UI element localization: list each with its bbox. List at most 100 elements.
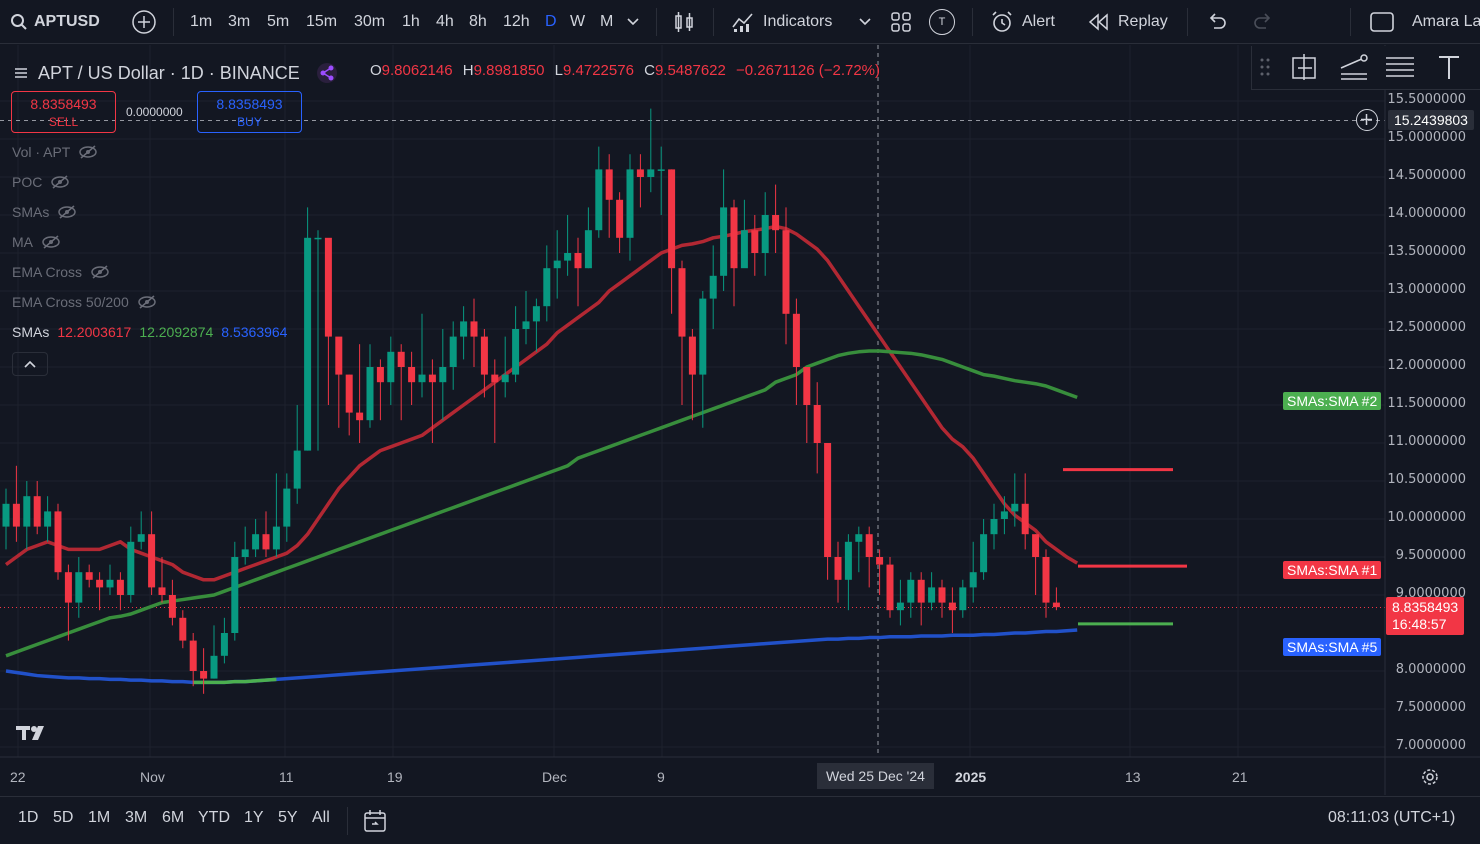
range-All[interactable]: All — [312, 809, 330, 826]
candle-body[interactable] — [522, 321, 530, 329]
range-5Y[interactable]: 5Y — [278, 809, 298, 826]
eye-hidden-icon[interactable] — [137, 294, 157, 310]
candle-body[interactable] — [501, 374, 509, 383]
interval-3m[interactable]: 3m — [228, 13, 251, 30]
eye-hidden-icon[interactable] — [41, 234, 61, 250]
candle-body[interactable] — [1011, 503, 1019, 512]
candle-body[interactable] — [1021, 503, 1029, 535]
redo-button[interactable] — [1252, 0, 1274, 44]
candle-body[interactable] — [678, 268, 686, 337]
candle-body[interactable] — [2, 503, 10, 527]
candle-body[interactable] — [168, 595, 176, 618]
range-1M[interactable]: 1M — [88, 809, 111, 826]
candle-body[interactable] — [616, 199, 624, 238]
candle-body[interactable] — [938, 587, 946, 603]
candle-body[interactable] — [1032, 534, 1040, 557]
candle-body[interactable] — [948, 602, 956, 611]
legend-item[interactable]: EMA Cross — [12, 264, 110, 280]
candle-body[interactable] — [293, 450, 301, 489]
replay-button[interactable]: Replay — [1088, 0, 1168, 44]
candle-body[interactable] — [990, 519, 998, 535]
candle-body[interactable] — [969, 572, 977, 588]
crosshair-tool-icon[interactable] — [1290, 52, 1320, 82]
alert-button[interactable]: Alert — [990, 0, 1055, 44]
candle-body[interactable] — [844, 541, 852, 580]
interval-M[interactable]: M — [600, 13, 614, 30]
candle-body[interactable] — [376, 367, 384, 383]
range-YTD[interactable]: YTD — [198, 809, 230, 826]
legend-item[interactable]: SMAs — [12, 204, 77, 220]
candle-body[interactable] — [366, 367, 374, 421]
legend-item[interactable]: POC — [12, 174, 70, 190]
candle-body[interactable] — [397, 351, 405, 367]
candle-body[interactable] — [210, 655, 218, 679]
candle-body[interactable] — [605, 169, 613, 200]
candle-body[interactable] — [647, 169, 655, 177]
text-tool-icon[interactable] — [1436, 52, 1462, 82]
candle-body[interactable] — [480, 336, 488, 375]
candle-body[interactable] — [574, 253, 582, 269]
buy-button[interactable]: 8.8358493 BUY — [197, 91, 302, 133]
price-chart[interactable] — [0, 45, 1480, 795]
candle-body[interactable] — [106, 579, 114, 588]
candle-body[interactable] — [418, 374, 426, 383]
trend-line-tool-icon[interactable] — [1338, 52, 1370, 82]
candle-body[interactable] — [75, 572, 83, 603]
candle-body[interactable] — [626, 169, 634, 238]
candle-body[interactable] — [85, 572, 93, 580]
candle-body[interactable] — [553, 260, 561, 269]
candle-body[interactable] — [896, 602, 904, 611]
candle-body[interactable] — [928, 587, 936, 603]
candle-body[interactable] — [54, 511, 62, 573]
interval-W[interactable]: W — [570, 13, 586, 30]
candle-body[interactable] — [751, 230, 759, 253]
candle-body[interactable] — [688, 336, 696, 375]
candle-body[interactable] — [241, 549, 249, 557]
legend-item[interactable]: EMA Cross 50/200 — [12, 294, 157, 310]
candle-body[interactable] — [387, 351, 395, 383]
candle-body[interactable] — [792, 313, 800, 367]
candle-body[interactable] — [584, 230, 592, 269]
interval-dropdown[interactable] — [626, 0, 640, 44]
candle-body[interactable] — [980, 534, 988, 573]
add-symbol-button[interactable] — [131, 0, 157, 44]
interval-5m[interactable]: 5m — [267, 13, 290, 30]
candle-body[interactable] — [512, 329, 520, 375]
candle-body[interactable] — [1052, 602, 1060, 608]
candle-body[interactable] — [532, 306, 540, 322]
candle-body[interactable] — [12, 503, 20, 527]
interval-1m[interactable]: 1m — [190, 13, 213, 30]
interval-8h[interactable]: 8h — [469, 13, 487, 30]
candle-body[interactable] — [345, 374, 353, 413]
templates-button[interactable]: T — [929, 0, 955, 44]
candle-body[interactable] — [1000, 511, 1008, 519]
candle-body[interactable] — [23, 496, 31, 527]
candle-body[interactable] — [428, 374, 436, 383]
candle-body[interactable] — [782, 230, 790, 314]
candle-body[interactable] — [220, 633, 228, 656]
candle-body[interactable] — [657, 169, 665, 171]
range-5D[interactable]: 5D — [53, 809, 74, 826]
candle-body[interactable] — [730, 207, 738, 269]
eye-hidden-icon[interactable] — [90, 264, 110, 280]
candle-body[interactable] — [272, 526, 280, 550]
candle-body[interactable] — [324, 237, 332, 337]
candle-body[interactable] — [865, 534, 873, 557]
clock-timezone[interactable]: 08:11:03 (UTC+1) — [1328, 809, 1456, 826]
candle-body[interactable] — [439, 367, 447, 383]
candle-body[interactable] — [64, 572, 72, 603]
candle-body[interactable] — [668, 169, 676, 269]
eye-hidden-icon[interactable] — [78, 144, 98, 160]
candle-body[interactable] — [959, 587, 967, 611]
layouts-button[interactable] — [890, 0, 912, 44]
interval-30m[interactable]: 30m — [354, 13, 386, 30]
eye-hidden-icon[interactable] — [50, 174, 70, 190]
candle-body[interactable] — [917, 579, 925, 603]
range-1D[interactable]: 1D — [18, 809, 39, 826]
candle-body[interactable] — [636, 169, 644, 177]
chart-type-button[interactable] — [673, 0, 695, 44]
interval-12h[interactable]: 12h — [503, 13, 530, 30]
candle-body[interactable] — [231, 557, 239, 633]
collapse-legend-button[interactable] — [12, 352, 48, 376]
smas-values-row[interactable]: SMAs 12.2003617 12.2092874 8.5363964 — [12, 324, 287, 340]
